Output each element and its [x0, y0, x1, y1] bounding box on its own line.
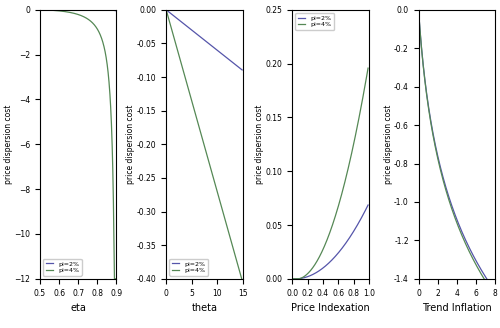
- Y-axis label: price dispersion cost: price dispersion cost: [4, 105, 13, 184]
- Y-axis label: price dispersion cost: price dispersion cost: [126, 105, 136, 184]
- X-axis label: eta: eta: [70, 303, 86, 313]
- Legend: pi=2%, pi=4%: pi=2%, pi=4%: [43, 259, 82, 276]
- Legend: pi=2%, pi=4%: pi=2%, pi=4%: [296, 13, 334, 30]
- Y-axis label: price dispersion cost: price dispersion cost: [384, 105, 392, 184]
- X-axis label: Price Indexation: Price Indexation: [291, 303, 370, 313]
- X-axis label: Trend Inflation: Trend Inflation: [422, 303, 492, 313]
- X-axis label: theta: theta: [192, 303, 218, 313]
- Y-axis label: price dispersion cost: price dispersion cost: [255, 105, 264, 184]
- Legend: pi=2%, pi=4%: pi=2%, pi=4%: [170, 259, 208, 276]
